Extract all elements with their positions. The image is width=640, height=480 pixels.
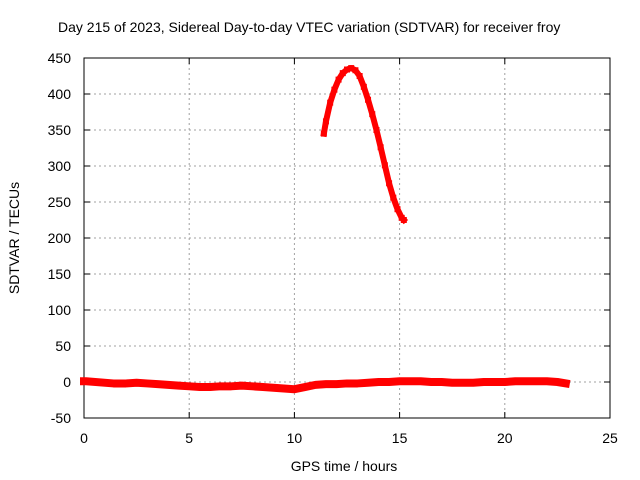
arc-point bbox=[360, 83, 367, 90]
baseline-point bbox=[491, 379, 498, 385]
baseline-point bbox=[554, 379, 561, 385]
arc-point bbox=[331, 86, 338, 93]
arc-point bbox=[356, 73, 363, 79]
baseline-point bbox=[396, 378, 403, 385]
arc-point bbox=[322, 118, 329, 125]
x-tick-label: 0 bbox=[80, 430, 88, 446]
baseline-point bbox=[259, 384, 266, 391]
arc-point bbox=[339, 70, 346, 77]
grid-layer bbox=[84, 58, 610, 418]
baseline-point bbox=[417, 378, 424, 385]
x-tick-label: 25 bbox=[602, 430, 618, 446]
y-tick-label: 250 bbox=[48, 194, 72, 210]
baseline-point bbox=[543, 378, 550, 385]
baseline-point bbox=[322, 381, 329, 388]
baseline-series bbox=[80, 377, 571, 394]
arc-point bbox=[381, 162, 388, 169]
baseline-point bbox=[186, 383, 193, 390]
baseline-point bbox=[333, 381, 340, 388]
baseline-point bbox=[270, 384, 277, 391]
y-tick-label: 300 bbox=[48, 158, 72, 174]
x-tick-label: 5 bbox=[185, 430, 193, 446]
baseline-point bbox=[344, 380, 350, 387]
y-axis-label: SDTVAR / TECUs bbox=[6, 182, 22, 294]
x-tick-label: 20 bbox=[497, 430, 513, 446]
arc-point bbox=[352, 67, 359, 74]
baseline-point bbox=[533, 378, 540, 385]
x-tick-label: 15 bbox=[392, 430, 408, 446]
arc-point bbox=[365, 96, 372, 103]
y-tick-label: 0 bbox=[63, 374, 71, 390]
baseline-point bbox=[83, 378, 90, 385]
arc-point bbox=[394, 206, 401, 213]
y-tick-label: 450 bbox=[48, 50, 72, 66]
baseline-point bbox=[123, 380, 130, 387]
baseline-point bbox=[386, 379, 393, 385]
baseline-point bbox=[165, 381, 172, 388]
arc-point bbox=[377, 144, 384, 151]
baseline-point bbox=[110, 380, 117, 387]
arc-point bbox=[369, 111, 376, 118]
baseline-point bbox=[196, 384, 203, 391]
y-tick-label: 350 bbox=[48, 122, 72, 138]
arc-point bbox=[320, 130, 327, 137]
x-tick-label: 10 bbox=[287, 430, 303, 446]
baseline-point bbox=[175, 382, 182, 389]
y-tick-label: 150 bbox=[48, 266, 72, 282]
baseline-point bbox=[133, 379, 140, 386]
baseline-point bbox=[301, 384, 308, 391]
chart-title: Day 215 of 2023, Sidereal Day-to-day VTE… bbox=[58, 19, 560, 35]
series-layer bbox=[80, 65, 571, 394]
baseline-point bbox=[291, 386, 298, 393]
x-axis-label: GPS time / hours bbox=[291, 458, 398, 474]
arc-series bbox=[320, 65, 409, 225]
baseline-point bbox=[438, 379, 445, 385]
baseline-point bbox=[249, 383, 256, 390]
arc-point bbox=[390, 194, 397, 201]
baseline-point bbox=[480, 379, 487, 385]
arc-point bbox=[386, 180, 393, 187]
baseline-point bbox=[228, 383, 235, 390]
baseline-point bbox=[365, 379, 372, 386]
baseline-point bbox=[375, 379, 382, 385]
baseline-point bbox=[238, 382, 245, 389]
arc-point bbox=[373, 127, 380, 133]
baseline-point bbox=[459, 379, 466, 386]
baseline-point bbox=[428, 379, 435, 385]
baseline-point bbox=[312, 381, 319, 388]
baseline-point bbox=[522, 378, 529, 385]
arc-point bbox=[344, 66, 350, 73]
baseline-point bbox=[154, 381, 161, 388]
arc-point bbox=[348, 65, 355, 72]
baseline-point bbox=[280, 385, 287, 392]
baseline-point bbox=[562, 380, 569, 387]
arc-point bbox=[327, 99, 334, 106]
arc-point bbox=[335, 76, 342, 83]
y-tick-label: 200 bbox=[48, 230, 72, 246]
baseline-point bbox=[449, 379, 456, 386]
y-tick-label: 50 bbox=[55, 338, 71, 354]
baseline-point bbox=[501, 379, 508, 385]
baseline-point bbox=[144, 380, 151, 387]
arc-point bbox=[400, 217, 407, 223]
baseline-point bbox=[407, 378, 414, 385]
baseline-point bbox=[217, 383, 224, 390]
baseline-point bbox=[470, 379, 477, 386]
baseline-line bbox=[80, 377, 571, 394]
y-tick-label: 400 bbox=[48, 86, 72, 102]
y-tick-label: -50 bbox=[51, 410, 71, 426]
baseline-point bbox=[207, 384, 214, 391]
axis-layer bbox=[83, 57, 611, 419]
y-tick-label: 100 bbox=[48, 302, 72, 318]
baseline-point bbox=[512, 378, 519, 385]
tick-layer: 0 5 10 15 20 25 -50 0 50 100 150 200 250 300 350 400 450 bbox=[48, 50, 618, 446]
baseline-point bbox=[354, 380, 361, 387]
plot-frame bbox=[83, 57, 611, 419]
